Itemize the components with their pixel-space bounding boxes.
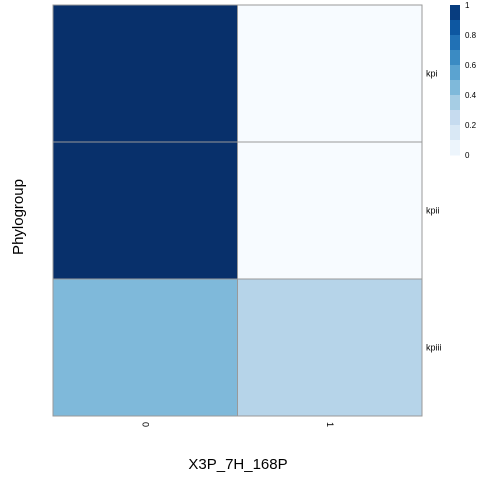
legend-tick-label: 1 <box>465 1 470 10</box>
heatmap-cell-kpii-1 <box>237 141 423 280</box>
legend-tick-label: 0.2 <box>465 121 477 130</box>
heatmap-cells <box>52 4 423 417</box>
legend-tick-label: 0.6 <box>465 61 477 70</box>
legend-swatch <box>450 110 460 126</box>
color-legend: 1 0.8 0.6 0.4 0.2 0 <box>450 1 477 160</box>
legend-tick-label: 0 <box>465 151 470 160</box>
x-axis-title: X3P_7H_168P <box>188 456 287 473</box>
legend-tick-label: 0.4 <box>465 91 477 100</box>
legend-swatch <box>450 65 460 81</box>
y-axis-title: Phylogroup <box>10 179 27 255</box>
y-tick-label: kpii <box>426 206 440 216</box>
y-tick-label: kpi <box>426 69 438 79</box>
y-tick-label: kpiii <box>426 343 442 353</box>
legend-swatch <box>450 20 460 36</box>
legend-swatch <box>450 125 460 141</box>
x-tick-label: 0 <box>140 422 150 427</box>
legend-swatch <box>450 35 460 51</box>
x-tick-label: 1 <box>325 422 335 427</box>
legend-swatch <box>450 95 460 111</box>
heatmap-cell-kpii-0 <box>52 141 238 280</box>
legend-swatch <box>450 5 460 21</box>
heatmap-cell-kpi-1 <box>237 4 423 143</box>
legend-swatch <box>450 140 460 156</box>
y-tick-labels: kpi kpii kpiii <box>426 69 442 353</box>
heatmap-cell-kpiii-1 <box>237 278 423 417</box>
legend-swatch <box>450 80 460 96</box>
legend-swatch <box>450 50 460 66</box>
legend-tick-label: 0.8 <box>465 31 477 40</box>
heatmap-cell-kpi-0 <box>52 4 238 143</box>
heatmap-cell-kpiii-0 <box>52 278 238 417</box>
